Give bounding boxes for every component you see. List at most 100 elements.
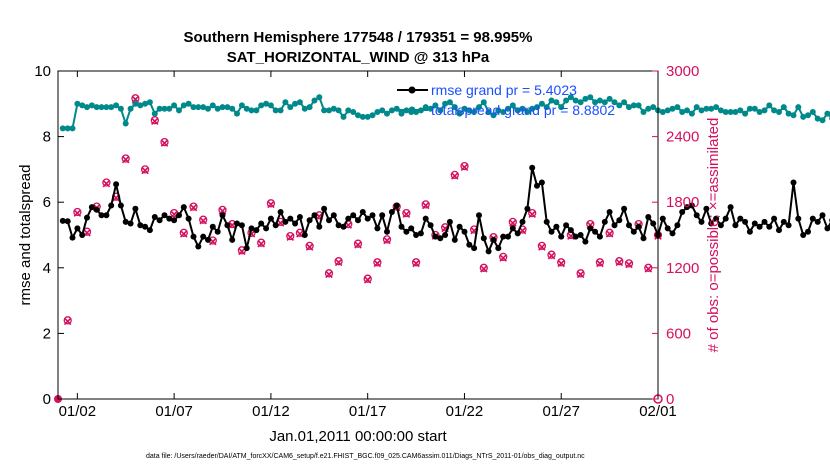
rmse-point: [263, 225, 270, 232]
spread-point: [301, 105, 308, 112]
rmse-point: [727, 204, 734, 211]
x-tick-label: 02/01: [639, 403, 677, 420]
rmse-point: [722, 215, 729, 222]
rmse-point: [785, 222, 792, 229]
rmse-point: [790, 179, 797, 186]
rmse-point: [301, 232, 308, 238]
spread-point: [321, 107, 328, 114]
obs-possible-point: [121, 154, 130, 163]
spread-point: [563, 97, 570, 104]
rmse-point: [200, 233, 207, 240]
obs-assimilated-point: [286, 233, 295, 241]
spread-point: [451, 104, 458, 111]
spread-point: [713, 104, 720, 111]
rmse-point: [146, 227, 153, 234]
spread-point: [287, 104, 294, 111]
rmse-point: [519, 218, 526, 225]
obs-assimilated-point: [141, 166, 149, 175]
rmse-point: [814, 218, 821, 225]
rmse-point: [316, 223, 323, 230]
rmse-point: [432, 233, 439, 240]
spread-point: [519, 105, 526, 112]
spread-point: [529, 105, 536, 112]
spread-point: [761, 107, 768, 114]
rmse-point: [456, 223, 463, 230]
rmse-point: [161, 212, 168, 219]
spread-point: [616, 102, 623, 109]
rmse-point: [253, 227, 260, 234]
rmse-point: [776, 227, 782, 234]
spread-point: [243, 105, 250, 112]
rmse-point: [417, 230, 424, 237]
rmse-point: [640, 235, 647, 242]
obs-possible-point: [547, 250, 556, 259]
obs-assimilated-point: [499, 254, 507, 262]
rmse-point: [176, 212, 182, 219]
spread-point: [567, 94, 574, 101]
spread-point: [577, 99, 584, 106]
rmse-point: [209, 223, 216, 230]
spread-point: [785, 110, 792, 117]
rmse-point: [335, 222, 342, 229]
spread-point: [132, 100, 139, 107]
obs-possible-point: [150, 116, 159, 125]
spread-point: [316, 94, 323, 101]
obs-possible-point: [334, 257, 343, 266]
spread-point: [374, 109, 381, 115]
spread-point: [476, 104, 482, 111]
obs-assimilated-point: [151, 117, 159, 126]
rmse-point: [509, 225, 516, 232]
legend-rmse-marker: [408, 86, 416, 94]
spread-point: [151, 110, 158, 117]
rmse-point: [442, 232, 449, 238]
spread-point: [466, 107, 473, 114]
obs-possible-point: [624, 259, 634, 268]
y-tick-label-left: 4: [43, 260, 51, 277]
obs-assimilated-point: [334, 258, 343, 267]
obs-assimilated-point: [451, 172, 459, 180]
obs-possible-point: [450, 170, 459, 180]
spread-point: [688, 110, 695, 117]
spread-point: [742, 110, 749, 117]
rmse-point: [64, 218, 71, 225]
obs-possible-point: [499, 252, 508, 262]
spread-point: [161, 105, 168, 112]
spread-point: [200, 104, 207, 111]
spread-point: [708, 105, 715, 112]
rmse-point: [350, 212, 357, 219]
rmse-point: [761, 218, 768, 225]
spread-point: [587, 94, 594, 101]
rmse-point: [548, 228, 555, 235]
obs-assimilated-point: [267, 200, 275, 209]
obs-possible-point: [557, 258, 566, 267]
rmse-point: [258, 220, 265, 227]
spread-point: [601, 99, 608, 106]
spread-point: [229, 105, 236, 112]
spread-point: [171, 102, 178, 109]
y-axis-label-left: rmse and totalspread: [17, 165, 34, 306]
rmse-point: [427, 222, 434, 229]
rmse-point: [113, 181, 120, 188]
rmse-point: [563, 222, 570, 229]
spread-point: [113, 102, 120, 109]
spread-point: [717, 107, 724, 114]
rmse-point: [679, 209, 686, 215]
rmse-point: [621, 205, 628, 212]
rmse-point: [471, 245, 478, 252]
spread-point: [427, 105, 434, 112]
rmse-point: [277, 209, 284, 215]
rmse-point: [819, 212, 826, 219]
rmse-point: [151, 214, 158, 220]
obs-possible-point: [421, 200, 430, 209]
obs-assimilated-point: [625, 260, 633, 269]
spread-point: [693, 104, 700, 111]
spread-point: [142, 100, 149, 107]
x-tick-label: 01/12: [252, 403, 290, 420]
rmse-point: [717, 222, 724, 229]
spread-point: [69, 125, 76, 132]
spread-point: [664, 107, 671, 114]
obs-possible-point: [102, 178, 111, 187]
rmse-point: [374, 225, 381, 232]
spread-point: [737, 107, 744, 114]
rmse-point: [524, 205, 531, 212]
